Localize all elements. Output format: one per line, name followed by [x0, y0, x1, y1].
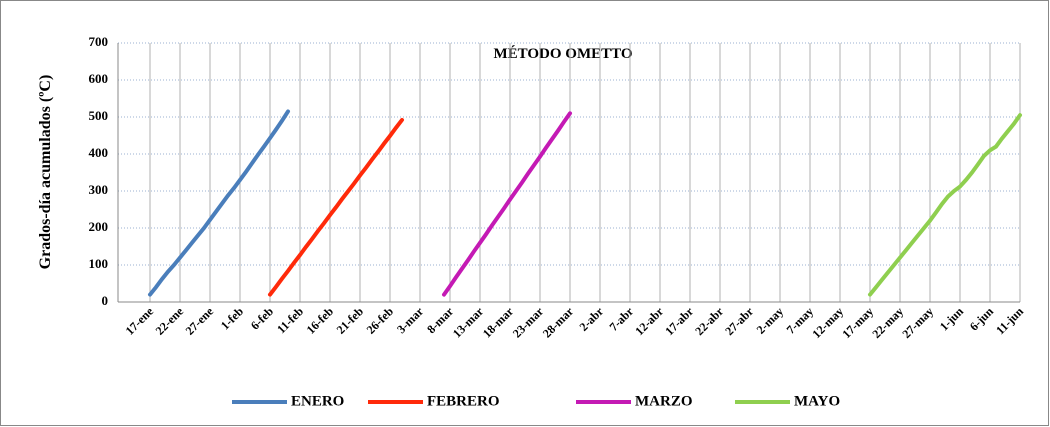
series-line [442, 111, 572, 297]
chart-title: MÉTODO OMETTO [493, 45, 632, 62]
series-line [268, 117, 404, 297]
legend-label: ENERO [291, 393, 344, 409]
y-tick-label: 500 [89, 108, 109, 123]
legend-label: MARZO [635, 393, 693, 409]
series-line [148, 109, 290, 297]
y-tick-label: 300 [89, 182, 109, 197]
legend-label: FEBRERO [427, 393, 500, 409]
y-tick-label: 700 [89, 34, 109, 49]
y-tick-label: 200 [89, 219, 109, 234]
y-tick-label: 400 [89, 145, 109, 160]
y-tick-label: 600 [89, 71, 109, 86]
y-axis-label: Grados-día acumulados (ºC) [37, 75, 54, 270]
y-tick-label: 0 [102, 293, 109, 308]
legend-label: MAYO [794, 393, 840, 409]
y-tick-label: 100 [89, 256, 109, 271]
series-line [868, 113, 1022, 297]
